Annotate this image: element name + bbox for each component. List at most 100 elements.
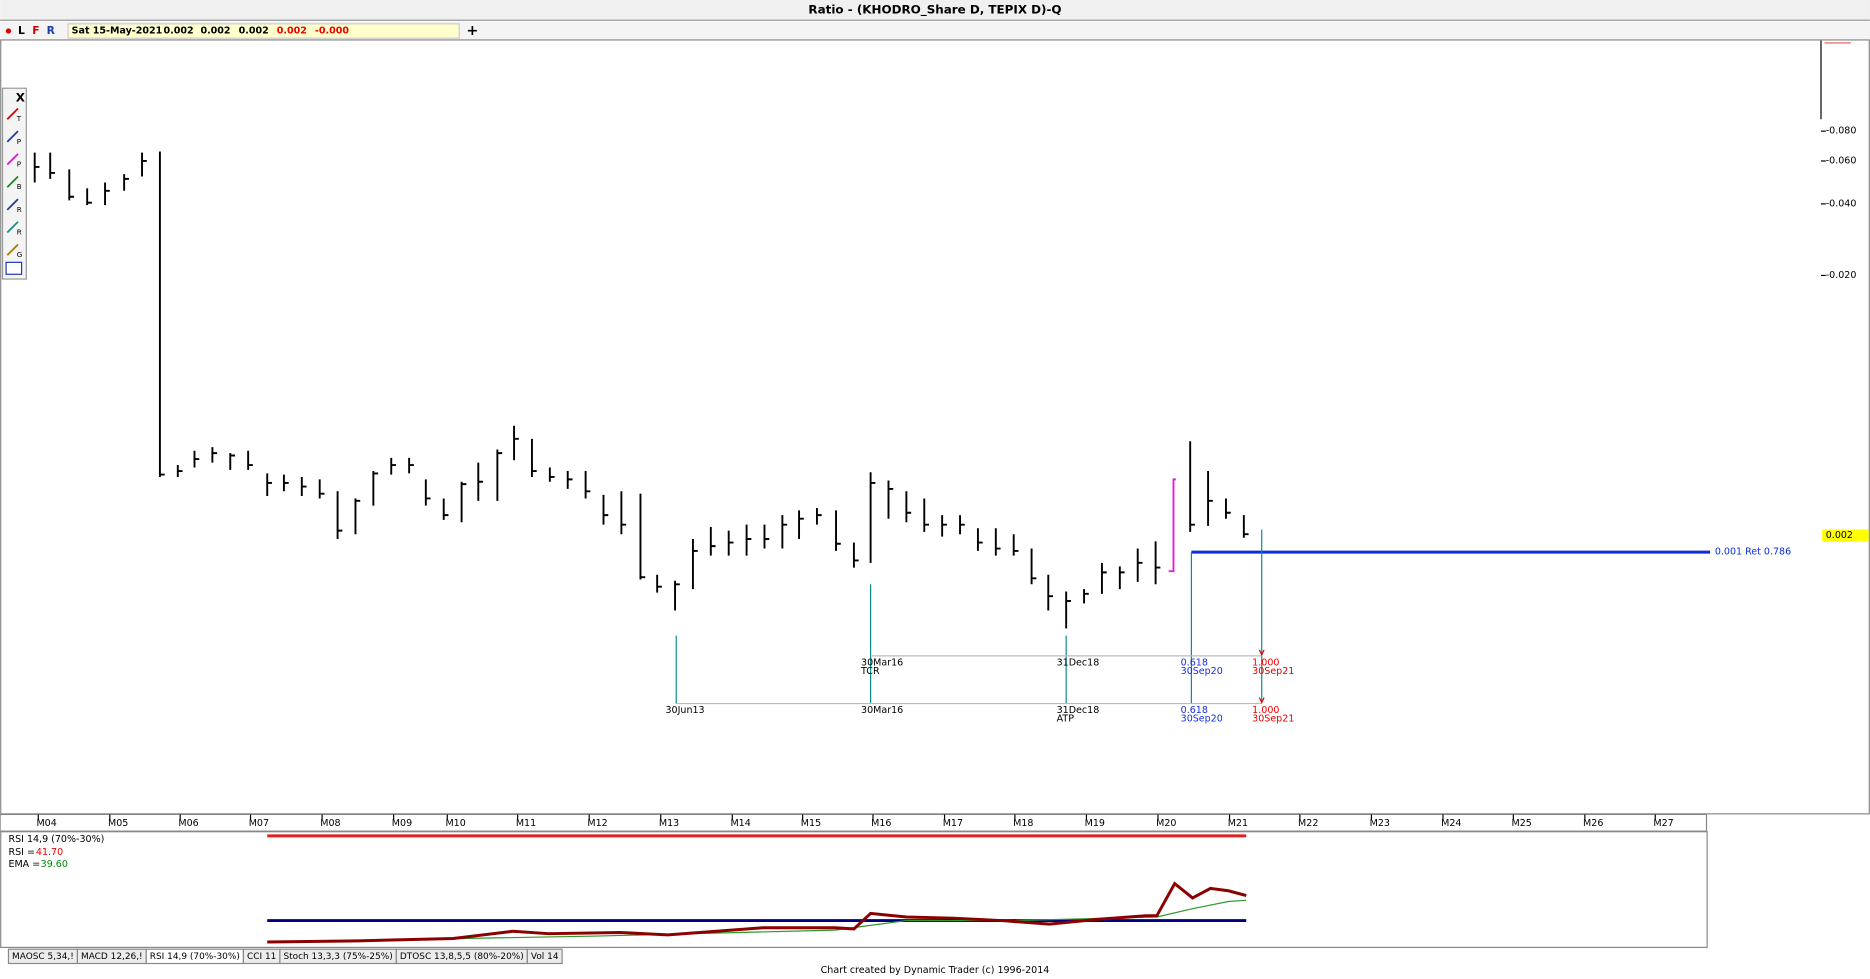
- time-label: M27: [1653, 818, 1673, 829]
- tool-letter[interactable]: G: [17, 250, 23, 259]
- time-label: M19: [1085, 818, 1105, 829]
- record-dot[interactable]: [5, 28, 12, 34]
- time-label: M05: [108, 818, 128, 829]
- ratio-label: 0.618: [1181, 658, 1208, 669]
- add-button[interactable]: +: [466, 23, 478, 39]
- tab-label[interactable]: DTOSC 13,8,5,5 (80%-20%): [400, 952, 524, 962]
- date-label: 30Mar16: [861, 705, 903, 716]
- price-label: -0.020: [1826, 270, 1857, 281]
- rsi-label: RSI =: [8, 847, 34, 858]
- tool-icon[interactable]: [6, 175, 19, 188]
- tool-icons: T P P B R R G: [5, 107, 23, 275]
- time-label: M10: [445, 818, 465, 829]
- tool-letter[interactable]: P: [17, 160, 22, 169]
- tab-label[interactable]: Vol 14: [531, 952, 559, 962]
- price-label: -0.040: [1826, 198, 1857, 209]
- tool-panel: [1, 87, 27, 280]
- time-label: M21: [1228, 818, 1248, 829]
- time-label: M20: [1156, 818, 1176, 829]
- high: 0.002: [200, 26, 230, 37]
- toolbar-button[interactable]: R: [47, 24, 56, 37]
- ratio-label: 1.000: [1252, 705, 1279, 716]
- time-label: M13: [659, 818, 679, 829]
- window-title: Ratio - (KHODRO_Share D, TEPIX D)-Q: [808, 3, 1061, 18]
- tag-label: TCR: [860, 666, 880, 677]
- tool-icon[interactable]: [6, 107, 19, 120]
- tab-label[interactable]: MAOSC 5,34,!: [12, 952, 74, 962]
- tab[interactable]: [526, 948, 563, 965]
- rsi-value: 41.70: [36, 847, 63, 858]
- date-label: 31Dec18: [1057, 658, 1100, 669]
- tool-letter[interactable]: R: [17, 205, 22, 214]
- time-label: M07: [249, 818, 269, 829]
- time-label: M12: [587, 818, 607, 829]
- time-label: M17: [943, 818, 963, 829]
- last-price-box: [1822, 529, 1869, 542]
- price-bars: [33, 151, 1249, 629]
- change: -0.000: [315, 26, 349, 37]
- indicator-tabs: MAOSC 5,34,! MACD 12,26,! RSI 14,9 (70%-30…: [7, 948, 563, 965]
- time-axis-labels: M04 M05 M06 M07 M08 M09 M10 M11 M12 M13 M14 M15 M16 M…: [36, 814, 1674, 829]
- time-label: M26: [1583, 818, 1603, 829]
- time-label: M16: [871, 818, 891, 829]
- tab-label[interactable]: RSI 14,9 (70%-30%): [150, 952, 240, 962]
- time-label: M08: [320, 818, 340, 829]
- ema-value: 39.60: [41, 859, 68, 870]
- tool-letter[interactable]: B: [17, 182, 22, 191]
- data-box: [67, 23, 460, 39]
- tool-icon[interactable]: [6, 243, 19, 256]
- date: Sat 15-May-2021: [72, 26, 163, 37]
- tool-letter[interactable]: R: [17, 228, 22, 237]
- time-label: M23: [1370, 818, 1390, 829]
- time-label: M24: [1441, 818, 1461, 829]
- tool-icon[interactable]: [6, 153, 19, 166]
- date-label: 30Sep21: [1252, 714, 1294, 725]
- price-label: -0.060: [1826, 155, 1857, 166]
- date-label: 30Sep20: [1181, 714, 1223, 725]
- tab-label[interactable]: MACD 12,26,!: [81, 952, 143, 962]
- time-label: M22: [1298, 818, 1318, 829]
- date-label: 30Sep20: [1181, 666, 1223, 677]
- price-axis-labels: -0.080 -0.060 -0.040 -0.020 0.002: [1820, 126, 1869, 542]
- projection-bracket: [1168, 478, 1176, 573]
- date-label: 30Mar16: [861, 658, 903, 669]
- title-bar: [0, 0, 1870, 21]
- tool-icon[interactable]: [5, 261, 23, 275]
- tool-panel-close[interactable]: X: [16, 90, 25, 104]
- retracement-label: 0.001 Ret 0.786: [1715, 547, 1791, 558]
- ratio-label: 1.000: [1252, 658, 1279, 669]
- time-label: M25: [1512, 818, 1532, 829]
- time-label: M06: [178, 818, 198, 829]
- tab-label[interactable]: CCI 11: [247, 952, 276, 962]
- tag-label: ATP: [1057, 714, 1075, 725]
- tool-icon[interactable]: [6, 130, 19, 143]
- last-price: 0.002: [1826, 530, 1853, 541]
- toolbar-button[interactable]: F: [32, 24, 39, 37]
- tool-letter[interactable]: T: [16, 114, 22, 123]
- date-label: 31Dec18: [1057, 705, 1100, 716]
- toolbar: [0, 21, 1870, 40]
- time-label: M04: [36, 818, 56, 829]
- indicator-title: RSI 14,9 (70%-30%): [8, 834, 104, 845]
- time-label: M18: [1013, 818, 1033, 829]
- price-label: -0.080: [1826, 126, 1857, 137]
- footer: Chart created by Dynamic Trader (c) 1996…: [821, 965, 1050, 976]
- time-label: M14: [730, 818, 750, 829]
- open: 0.002: [163, 26, 193, 37]
- tool-icon[interactable]: [6, 198, 19, 211]
- ratio-label: 0.618: [1181, 705, 1208, 716]
- tab-label[interactable]: Stoch 13,3,3 (75%-25%): [283, 952, 392, 962]
- time-label: M15: [801, 818, 821, 829]
- low: 0.002: [239, 26, 269, 37]
- time-label: M11: [516, 818, 536, 829]
- ema-label: EMA =: [8, 859, 40, 870]
- toolbar-button[interactable]: L: [18, 24, 25, 37]
- tool-icon[interactable]: [6, 221, 19, 234]
- tool-letter[interactable]: P: [17, 137, 22, 146]
- time-markers: [675, 529, 1263, 704]
- date-label: 30Jun13: [666, 705, 705, 716]
- date-label: 30Sep21: [1252, 666, 1294, 677]
